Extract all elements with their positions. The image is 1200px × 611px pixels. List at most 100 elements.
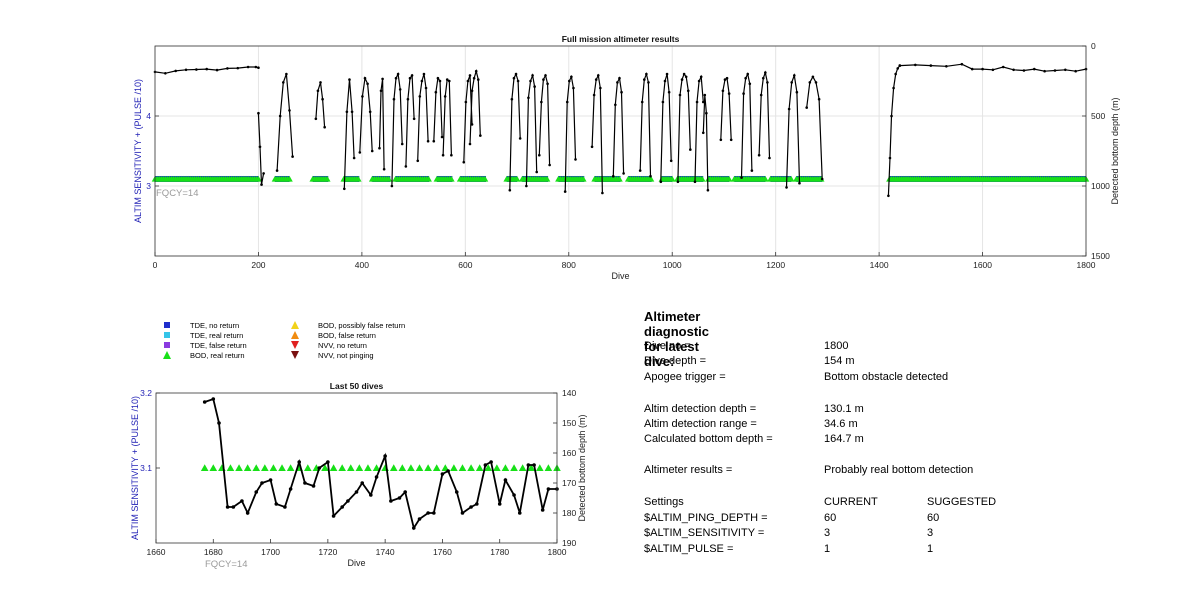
diag-label: Settings (644, 496, 684, 508)
bottom-depth-point (693, 180, 697, 184)
bottom-depth-point (321, 97, 324, 101)
bod-real-return-marker (364, 464, 372, 472)
y-right-tick-label: 1000 (1091, 181, 1110, 191)
chart-title: Last 50 dives (330, 381, 384, 391)
bod-real-return-marker (398, 464, 407, 472)
bottom-depth-point (424, 86, 428, 90)
bottom-depth-line (785, 73, 801, 188)
bottom-depth-point (288, 487, 293, 491)
bottom-depth-point (406, 97, 410, 101)
bod-real-return-marker (450, 464, 458, 472)
bottom-depth-point (285, 72, 288, 76)
bottom-depth-point (894, 72, 897, 76)
legend-label: TDE, false return (190, 341, 247, 350)
bottom-depth-point (703, 93, 707, 97)
legend-label: BOD, false return (318, 331, 376, 340)
bottom-depth-point (798, 181, 801, 185)
bottom-depth-point (408, 76, 412, 80)
bottom-depth-point (278, 114, 282, 118)
bottom-depth-point (740, 176, 743, 179)
bod-real-return-marker (286, 175, 293, 182)
bottom-depth-point (888, 156, 892, 160)
bottom-depth-point (540, 100, 543, 104)
bottom-depth-point (663, 79, 667, 83)
bottom-depth-line (154, 66, 259, 74)
bottom-depth-point (526, 463, 531, 467)
x-tick-label: 1740 (376, 547, 395, 557)
bottom-depth-point (326, 460, 330, 464)
diag-value: 34.6 m (824, 418, 858, 430)
bottom-depth-point (245, 511, 250, 515)
diag-label: Altimeter results = (644, 464, 733, 476)
bottom-depth-point (759, 93, 763, 97)
bottom-depth-point (446, 469, 450, 473)
bottom-depth-line (612, 76, 625, 177)
bod-real-return-marker (432, 464, 441, 472)
bottom-depth-point (742, 92, 745, 95)
bottom-depth-point (721, 89, 725, 93)
bottom-depth-point (195, 68, 198, 71)
bod-real-return-marker (527, 464, 536, 472)
bottom-depth-point (757, 153, 761, 157)
bottom-depth-point (476, 78, 480, 81)
bottom-depth-point (546, 82, 549, 86)
bottom-depth-point (642, 78, 646, 81)
bottom-depth-point (466, 79, 470, 83)
bottom-depth-point (394, 76, 398, 80)
bottom-depth-line (538, 73, 551, 166)
bod-real-return-marker (243, 464, 252, 472)
bottom-depth-line (660, 73, 672, 182)
bottom-depth-point (705, 111, 708, 115)
bod-real-return-marker (389, 464, 398, 472)
bod-real-return-marker (616, 175, 623, 182)
bottom-depth-point (790, 81, 794, 84)
bottom-depth-point (614, 103, 617, 107)
diag-column-header: CURRENT (824, 496, 878, 508)
bottom-depth-point (697, 79, 701, 83)
bottom-depth-line (509, 72, 521, 191)
bod-real-return-marker (787, 175, 795, 182)
bottom-depth-point (546, 487, 551, 491)
bottom-depth-point (540, 508, 545, 512)
bod-real-return-marker (536, 464, 544, 472)
square-marker-icon (164, 342, 170, 348)
y-left-axis-label: ALTIM SENSITIVITY + (PULSE /10) (130, 396, 140, 540)
bottom-depth-point (397, 496, 402, 500)
bottom-depth-point (345, 110, 349, 114)
bottom-depth-point (795, 90, 799, 94)
bottom-depth-point (699, 75, 703, 79)
bottom-depth-point (470, 89, 474, 93)
bottom-depth-point (680, 78, 684, 81)
bod-real-return-marker (510, 464, 518, 472)
bod-real-return-marker (647, 175, 655, 182)
bottom-depth-point (820, 177, 824, 181)
triangle-up-marker-icon (291, 321, 299, 329)
bottom-depth-point (567, 79, 571, 83)
bottom-depth-point (368, 110, 372, 114)
bod-real-return-marker (668, 175, 676, 182)
bod-real-return-marker (278, 464, 286, 472)
bod-real-return-marker (209, 464, 218, 472)
bottom-depth-point (811, 75, 815, 79)
bottom-depth-point (512, 76, 516, 80)
bottom-depth-line (702, 94, 709, 191)
bod-real-return-marker (579, 175, 587, 182)
bottom-depth-point (590, 145, 594, 149)
x-tick-label: 1400 (870, 260, 889, 270)
bottom-depth-point (527, 96, 530, 100)
bottom-depth-point (260, 481, 264, 485)
diag-row-dive-depth: Dive depth = 154 m (644, 355, 1164, 370)
bottom-depth-point (544, 74, 547, 77)
bottom-depth-point (246, 65, 250, 69)
bottom-depth-line (740, 72, 753, 178)
diag-row-results: Altimeter results = Probably real bottom… (644, 464, 1164, 479)
bod-real-return-marker (286, 464, 295, 472)
bottom-depth-point (570, 75, 573, 79)
bod-real-return-marker (518, 464, 527, 472)
bottom-depth-point (236, 66, 240, 70)
bottom-depth-point (706, 188, 710, 192)
bottom-depth-point (257, 111, 260, 115)
bottom-depth-point (291, 155, 294, 158)
diag-row-settings-header: Settings CURRENT SUGGESTED (644, 496, 1164, 511)
